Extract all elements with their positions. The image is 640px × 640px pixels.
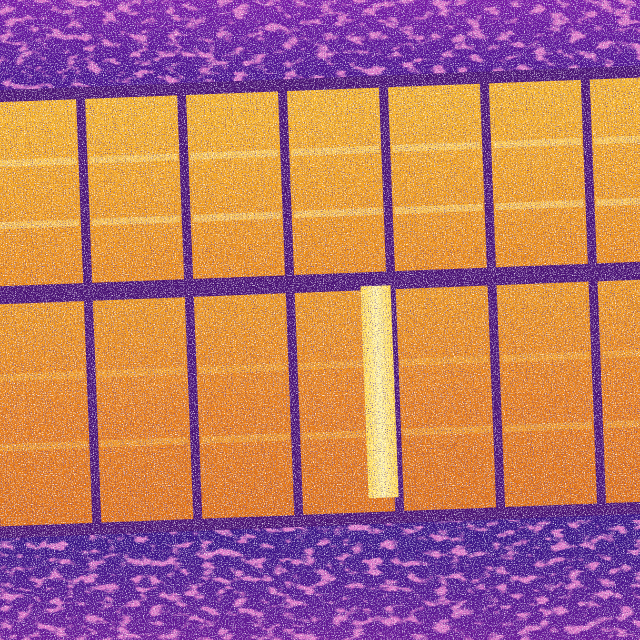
- thermal-image: [0, 0, 640, 640]
- sensor-noise-dark: [0, 0, 640, 640]
- thermal-scene: [0, 0, 640, 640]
